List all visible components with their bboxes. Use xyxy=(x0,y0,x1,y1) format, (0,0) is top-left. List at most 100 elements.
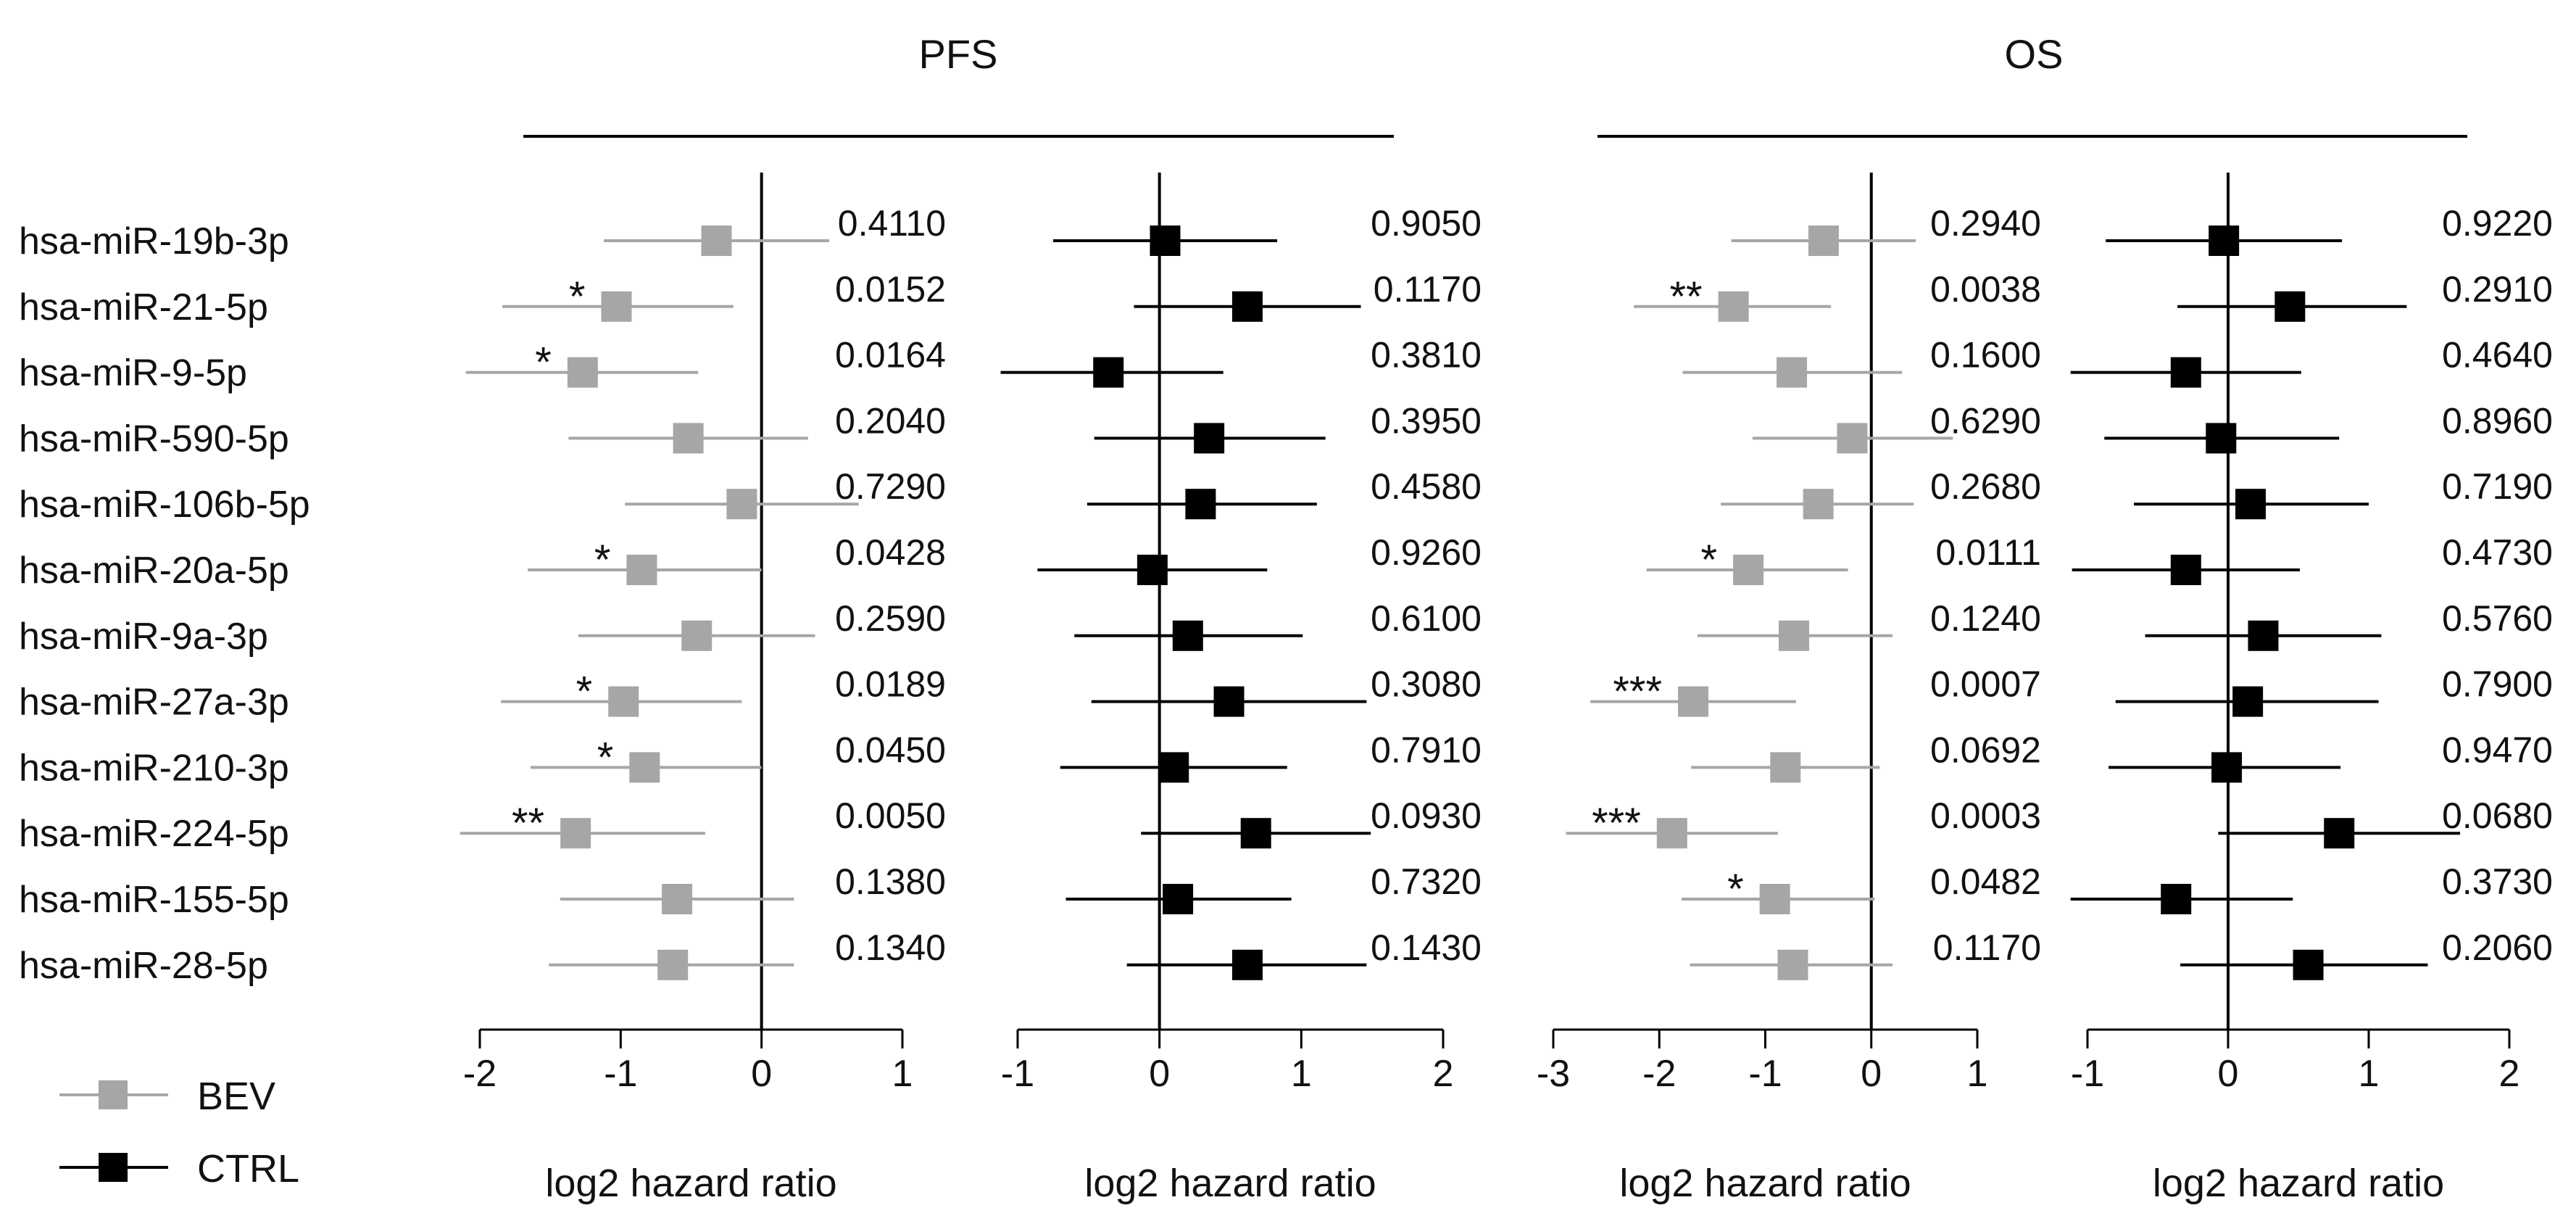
legend-label: CTRL xyxy=(197,1147,299,1191)
p-value: 0.0189 xyxy=(835,664,946,705)
x-tick-label: 2 xyxy=(2499,1053,2520,1095)
p-value: 0.4110 xyxy=(838,203,946,244)
point-estimate xyxy=(1150,225,1181,256)
group-title: PFS xyxy=(919,31,998,77)
p-value: 0.0692 xyxy=(1930,729,2041,770)
mirna-label: hsa-miR-9a-3p xyxy=(19,616,268,658)
point-estimate xyxy=(601,291,632,322)
point-estimate xyxy=(1759,884,1790,914)
point-estimate xyxy=(1678,686,1709,717)
x-tick-label: -1 xyxy=(1748,1053,1782,1095)
p-value: 0.6100 xyxy=(1371,598,1482,639)
p-value: 0.0038 xyxy=(1930,269,2041,310)
point-estimate xyxy=(1163,884,1194,914)
x-tick-label: 0 xyxy=(751,1053,772,1095)
significance-marker: * xyxy=(1727,866,1744,913)
p-value: 0.2680 xyxy=(1930,466,2041,507)
x-tick-label: 1 xyxy=(2359,1053,2380,1095)
point-estimate xyxy=(567,357,598,388)
x-tick-label: 1 xyxy=(892,1053,913,1095)
significance-marker: * xyxy=(576,669,593,716)
point-estimate xyxy=(608,686,639,717)
mirna-label: hsa-miR-20a-5p xyxy=(19,550,289,592)
point-estimate xyxy=(1778,620,1809,651)
point-estimate xyxy=(1770,752,1801,783)
mirna-label: hsa-miR-28-5p xyxy=(19,945,268,987)
significance-marker: ** xyxy=(1669,273,1702,320)
p-value: 0.9260 xyxy=(1371,532,1482,573)
point-estimate xyxy=(2232,686,2264,717)
p-value: 0.0450 xyxy=(835,729,946,770)
significance-marker: * xyxy=(569,273,586,320)
x-tick-label: 0 xyxy=(2218,1053,2239,1095)
x-axis-title: log2 hazard ratio xyxy=(1084,1162,1376,1205)
p-value: 0.0007 xyxy=(1930,664,2041,705)
x-tick-label: 0 xyxy=(1861,1053,1882,1095)
p-value: 0.0482 xyxy=(1930,861,2041,902)
x-tick-label: 2 xyxy=(1433,1053,1454,1095)
point-estimate xyxy=(1172,620,1203,651)
p-value: 0.6290 xyxy=(1930,400,2041,441)
x-tick-label: 1 xyxy=(1291,1053,1312,1095)
point-estimate xyxy=(2170,555,2201,585)
point-estimate xyxy=(1777,949,1808,980)
point-estimate xyxy=(2324,818,2355,849)
mirna-label: hsa-miR-590-5p xyxy=(19,418,289,460)
point-estimate xyxy=(626,555,657,585)
legend-marker xyxy=(99,1080,128,1109)
significance-marker: ** xyxy=(512,800,544,847)
point-estimate xyxy=(1093,357,1124,388)
x-axis-title: log2 hazard ratio xyxy=(1619,1162,1911,1205)
p-value: 0.1600 xyxy=(1930,335,2041,376)
p-value: 0.5760 xyxy=(2442,598,2553,639)
group-os: OS xyxy=(1597,31,2467,138)
mirna-label: hsa-miR-106b-5p xyxy=(19,484,310,526)
point-estimate xyxy=(629,752,660,783)
mirna-label: hsa-miR-210-3p xyxy=(19,747,289,789)
p-value: 0.0050 xyxy=(835,795,946,836)
point-estimate xyxy=(1240,818,1271,849)
p-value: 0.7910 xyxy=(1371,729,1482,770)
point-estimate xyxy=(1158,752,1189,783)
x-tick-label: 0 xyxy=(1149,1053,1170,1095)
p-value: 0.4730 xyxy=(2442,532,2553,573)
point-estimate xyxy=(726,489,757,520)
point-estimate xyxy=(1231,291,1263,322)
legend: BEV CTRL xyxy=(59,1075,299,1191)
p-value: 0.9470 xyxy=(2442,729,2553,770)
group-title: OS xyxy=(2005,31,2064,77)
p-value: 0.8960 xyxy=(2442,400,2553,441)
point-estimate xyxy=(2248,620,2279,651)
x-axis-title: log2 hazard ratio xyxy=(2153,1162,2444,1205)
x-tick-label: -1 xyxy=(1001,1053,1034,1095)
point-estimate xyxy=(1231,949,1263,980)
mirna-label: hsa-miR-224-5p xyxy=(19,813,289,855)
panel-os-ctrl: -1 0 1 2 log2 hazard ratio 0.9220 0.2910 0.4640… xyxy=(2070,173,2553,1205)
p-value: 0.0930 xyxy=(1371,795,1482,836)
mirna-label: hsa-miR-9-5p xyxy=(19,352,247,394)
significance-marker: * xyxy=(597,734,614,781)
point-estimate xyxy=(2161,884,2192,914)
mirna-label: hsa-miR-21-5p xyxy=(19,286,268,328)
point-estimate xyxy=(1137,555,1168,585)
legend-label: BEV xyxy=(197,1075,275,1118)
x-tick-label: -1 xyxy=(2071,1053,2104,1095)
p-value: 0.0428 xyxy=(835,532,946,573)
significance-marker: *** xyxy=(1592,800,1641,847)
point-estimate xyxy=(681,620,712,651)
mirna-label: hsa-miR-155-5p xyxy=(19,879,289,921)
p-value: 0.1240 xyxy=(1930,598,2041,639)
p-value: 0.2060 xyxy=(2442,927,2553,968)
p-value: 0.2040 xyxy=(835,400,946,441)
point-estimate xyxy=(1803,489,1834,520)
p-value: 0.3810 xyxy=(1371,335,1482,376)
significance-marker: * xyxy=(594,537,611,584)
point-estimate xyxy=(2170,357,2201,388)
mirna-labels: hsa-miR-19b-3p hsa-miR-21-5p hsa-miR-9-5p h… xyxy=(19,220,310,987)
p-value: 0.0111 xyxy=(1935,532,2041,573)
x-tick-label: -3 xyxy=(1537,1053,1570,1095)
point-estimate xyxy=(1837,423,1868,454)
x-tick-label: 1 xyxy=(1967,1053,1988,1095)
significance-marker: * xyxy=(1701,537,1718,584)
